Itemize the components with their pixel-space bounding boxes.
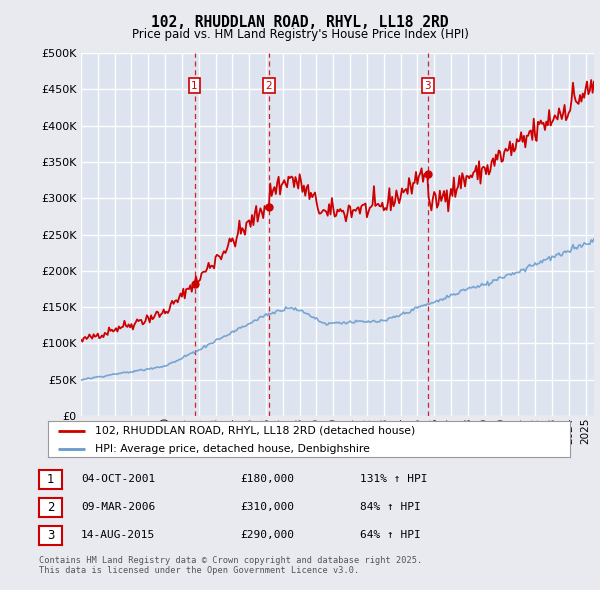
Text: 2: 2 bbox=[266, 81, 272, 91]
Text: 1: 1 bbox=[191, 81, 198, 91]
Text: 3: 3 bbox=[47, 529, 54, 542]
Text: £180,000: £180,000 bbox=[240, 474, 294, 484]
Text: 14-AUG-2015: 14-AUG-2015 bbox=[81, 530, 155, 540]
Text: HPI: Average price, detached house, Denbighshire: HPI: Average price, detached house, Denb… bbox=[95, 444, 370, 454]
Text: 09-MAR-2006: 09-MAR-2006 bbox=[81, 503, 155, 512]
Text: 84% ↑ HPI: 84% ↑ HPI bbox=[360, 503, 421, 512]
Text: Price paid vs. HM Land Registry's House Price Index (HPI): Price paid vs. HM Land Registry's House … bbox=[131, 28, 469, 41]
Text: 64% ↑ HPI: 64% ↑ HPI bbox=[360, 530, 421, 540]
Text: £290,000: £290,000 bbox=[240, 530, 294, 540]
Text: 3: 3 bbox=[425, 81, 431, 91]
Text: 04-OCT-2001: 04-OCT-2001 bbox=[81, 474, 155, 484]
Text: 102, RHUDDLAN ROAD, RHYL, LL18 2RD (detached house): 102, RHUDDLAN ROAD, RHYL, LL18 2RD (deta… bbox=[95, 426, 415, 436]
Text: Contains HM Land Registry data © Crown copyright and database right 2025.
This d: Contains HM Land Registry data © Crown c… bbox=[39, 556, 422, 575]
Text: 1: 1 bbox=[47, 473, 54, 486]
Text: 2: 2 bbox=[47, 501, 54, 514]
Text: £310,000: £310,000 bbox=[240, 503, 294, 512]
Text: 131% ↑ HPI: 131% ↑ HPI bbox=[360, 474, 427, 484]
Text: 102, RHUDDLAN ROAD, RHYL, LL18 2RD: 102, RHUDDLAN ROAD, RHYL, LL18 2RD bbox=[151, 15, 449, 30]
